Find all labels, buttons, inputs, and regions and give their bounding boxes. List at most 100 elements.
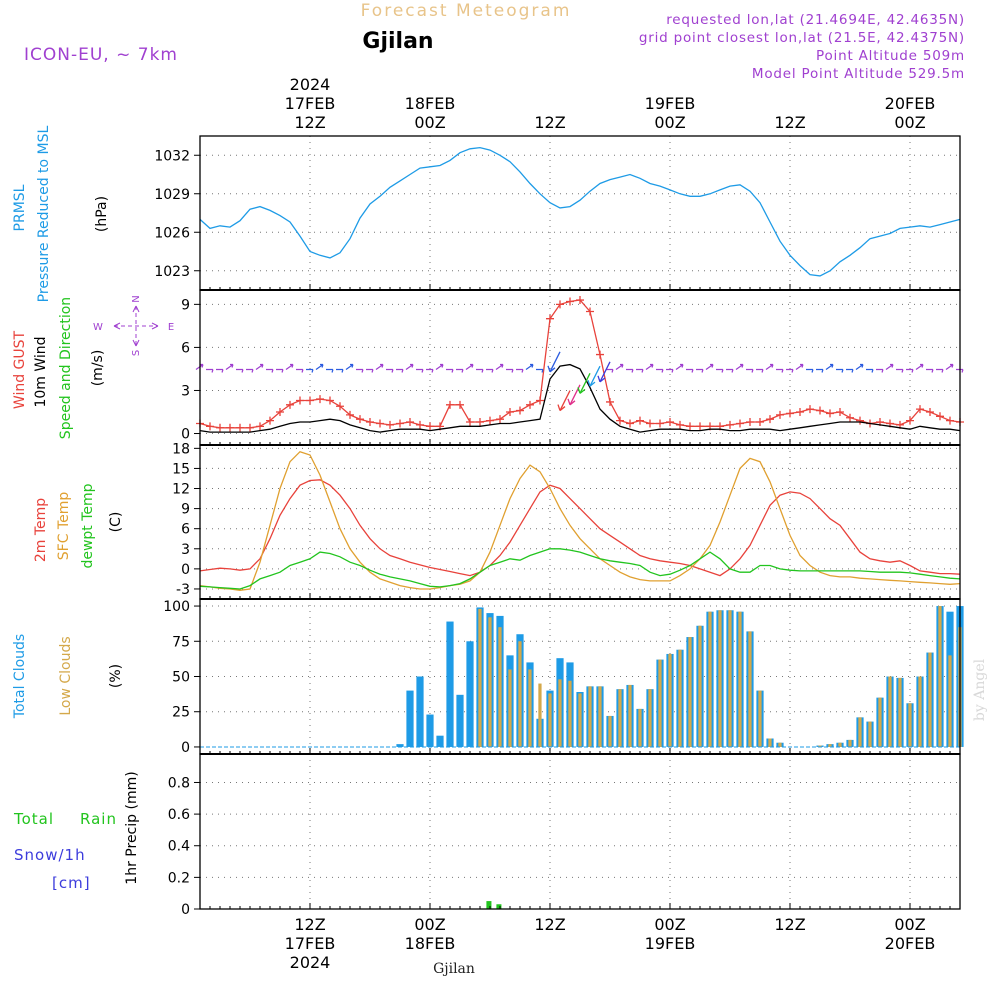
bar-low-clouds <box>698 625 702 747</box>
series-line-10m-wind <box>199 363 961 433</box>
model-label: ICON-EU, ~ 7km <box>24 45 178 65</box>
gust-point <box>926 407 934 416</box>
time-label: 2024 <box>290 953 331 972</box>
rain-label: Rain <box>80 810 117 828</box>
wind-dir-arrow <box>506 368 514 373</box>
gust-point <box>776 410 784 419</box>
y-tick-label: 75 <box>172 634 190 650</box>
wind-dir-arrow <box>486 368 494 373</box>
bar-total-clouds <box>416 676 424 747</box>
gust-point <box>686 422 694 431</box>
y-tick-label: 6 <box>181 340 190 356</box>
footer-location: Gjilan <box>433 961 475 977</box>
panel-frame <box>199 135 961 291</box>
time-label: 12Z <box>294 915 325 934</box>
y-tick-label: 50 <box>172 670 190 686</box>
time-label: 12Z <box>294 113 325 132</box>
wind-labels: Wind GUST 10m Wind Speed and Direction (… <box>12 295 174 439</box>
gust-point <box>226 423 234 432</box>
strong-wind-arrow <box>559 390 571 411</box>
y-tick-label: 0.8 <box>168 775 190 791</box>
gust-point <box>246 423 254 432</box>
gust-point <box>576 296 584 305</box>
gust-point <box>946 416 954 425</box>
wind-dir-arrow <box>705 363 714 370</box>
bar-low-clouds <box>768 738 772 747</box>
y-tick-label: 18 <box>172 441 190 457</box>
bar-low-clouds <box>618 689 622 747</box>
bar-low-clouds <box>608 715 612 747</box>
y-tick-label: 9 <box>181 297 190 313</box>
grid-lines <box>200 136 960 910</box>
panel-frame <box>199 753 961 910</box>
bar-low-clouds <box>558 679 562 747</box>
bar-low-clouds <box>888 676 892 747</box>
gust-point <box>486 416 494 425</box>
prmsl-label: PRMSL <box>12 184 28 231</box>
time-label: 19FEB <box>645 94 696 113</box>
y-tick-label: 3 <box>181 542 190 558</box>
bar-total-clouds <box>456 694 464 747</box>
gust-point <box>656 419 664 428</box>
bar-total-clouds <box>466 641 474 747</box>
bar-low-clouds <box>528 669 532 747</box>
wind-dir-arrow <box>776 368 784 373</box>
wind-dir-arrow <box>426 368 434 373</box>
gust-point <box>316 395 324 404</box>
wind-dir-arrow <box>716 368 724 373</box>
wind-dir-arrow <box>615 363 624 370</box>
dewpt-label: dewpt Temp <box>80 483 96 568</box>
time-label: 12Z <box>534 915 565 934</box>
wind-dir-arrow <box>266 368 274 373</box>
bar-low-clouds <box>748 631 752 747</box>
bar-low-clouds <box>898 677 902 747</box>
bar-low-clouds <box>578 693 582 747</box>
wind-dir-arrow <box>285 363 294 370</box>
wind-speed-dir-label: Speed and Direction <box>58 297 74 439</box>
gust-point <box>616 416 624 425</box>
wind-dir-arrow <box>225 363 234 370</box>
precip-unit-label: 1hr Precip (mm) <box>124 771 140 884</box>
wind-dir-arrow <box>756 368 764 373</box>
gust-point <box>906 416 914 425</box>
gust-point <box>796 407 804 416</box>
compass-rose: N S W E <box>93 295 174 356</box>
strong-wind-arrow <box>579 373 591 394</box>
gust-point <box>216 423 224 432</box>
time-label: 18FEB <box>405 934 456 953</box>
gust-point <box>726 420 734 429</box>
compass-e: E <box>168 322 174 333</box>
wind-dir-arrow <box>926 368 934 373</box>
y-tick-label: 1029 <box>154 187 190 203</box>
series-line-dewpt-temp <box>199 548 961 590</box>
gust-point <box>386 420 394 429</box>
location-title: Gjilan <box>362 29 433 54</box>
wind-dir-arrow <box>375 363 384 370</box>
wind-dir-arrow <box>855 363 864 370</box>
credit-watermark: by Angel <box>972 658 988 721</box>
bar-low-clouds <box>728 610 732 747</box>
wind-dir-arrow <box>666 368 674 373</box>
total-clouds-label: Total Clouds <box>12 634 28 719</box>
bar-total-clouds <box>426 714 434 747</box>
wind-dir-arrow <box>405 363 414 370</box>
time-label: 19FEB <box>645 934 696 953</box>
gust-point <box>666 418 674 427</box>
bar-low-clouds <box>568 680 572 747</box>
bar-low-clouds <box>598 686 602 747</box>
sfc-temp-label: SFC Temp <box>56 492 72 561</box>
wind-unit-label: (m/s) <box>90 350 106 387</box>
y-tick-label: 25 <box>172 705 190 721</box>
wind-dir-arrow <box>246 368 254 373</box>
wind-dir-arrow <box>866 368 874 373</box>
wind-dir-arrow <box>636 368 644 373</box>
gust-point <box>376 419 384 428</box>
wind-dir-arrow <box>825 363 834 370</box>
wind-dir-arrow <box>326 368 334 373</box>
gust-point <box>556 300 564 309</box>
time-label: 00Z <box>414 113 445 132</box>
gust-point <box>516 406 524 415</box>
compass-s: S <box>131 350 142 356</box>
precip-labels: Total Rain Snow/1h [cm] 1hr Precip (mm) <box>13 771 140 892</box>
bar-low-clouds <box>648 689 652 747</box>
